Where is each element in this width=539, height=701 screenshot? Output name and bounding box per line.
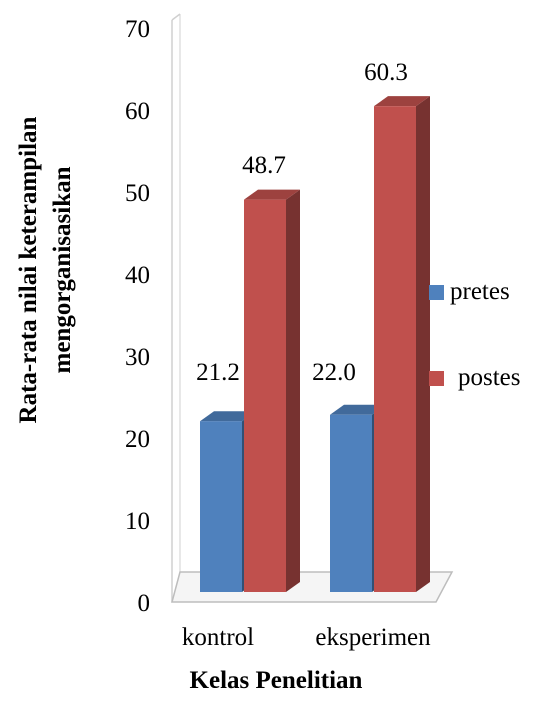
- bars-group: [200, 96, 430, 593]
- y-axis-title-line-2: mengorganisasikan: [49, 166, 76, 373]
- y-tick-label: 60: [125, 98, 150, 125]
- bar-top: [330, 404, 386, 415]
- bar-top: [200, 411, 256, 422]
- bar-postes-kontrol: [244, 189, 300, 593]
- y-axis-ticks: 0 10 20 30 40 50 60 70: [125, 16, 150, 617]
- bar-front: [374, 106, 416, 592]
- legend-label: postes: [458, 364, 521, 391]
- legend-swatch: [429, 371, 444, 386]
- y-tick-label: 50: [125, 180, 150, 207]
- bar-side: [416, 96, 430, 592]
- y-tick-label: 0: [138, 590, 151, 617]
- bar-postes-eksperimen: [374, 96, 430, 592]
- y-tick-label: 10: [125, 508, 150, 535]
- legend-item-postes: postes: [429, 364, 521, 391]
- legend-label: pretes: [450, 278, 510, 305]
- bar-side: [286, 189, 300, 593]
- x-axis-categories: kontrol eksperimen: [182, 624, 431, 651]
- y-tick-label: 40: [125, 262, 150, 289]
- bar-front: [200, 421, 242, 592]
- bar-front: [244, 199, 286, 593]
- data-label-postes-kontrol: 48.7: [242, 152, 286, 179]
- x-axis-title: Kelas Penelitian: [190, 667, 363, 694]
- legend-swatch: [429, 285, 444, 300]
- y-tick-label: 20: [125, 426, 150, 453]
- bar-top: [244, 189, 300, 200]
- x-category-label: eksperimen: [315, 624, 431, 651]
- data-labels-group: 21.2 48.7 22.0 60.3: [196, 59, 408, 386]
- data-label-pretes-kontrol: 21.2: [196, 359, 240, 386]
- y-tick-label: 70: [125, 16, 150, 43]
- bar-top: [374, 96, 430, 107]
- x-category-label: kontrol: [182, 624, 254, 651]
- y-tick-label: 30: [125, 344, 150, 371]
- legend-item-pretes: pretes: [429, 278, 510, 305]
- data-label-postes-eksperimen: 60.3: [364, 59, 408, 86]
- y-axis-title-line-1: Rata-rata nilai keterampilan: [15, 116, 42, 423]
- bar-front: [330, 414, 372, 592]
- legend: pretes postes: [429, 278, 521, 391]
- data-label-pretes-eksperimen: 22.0: [312, 359, 356, 386]
